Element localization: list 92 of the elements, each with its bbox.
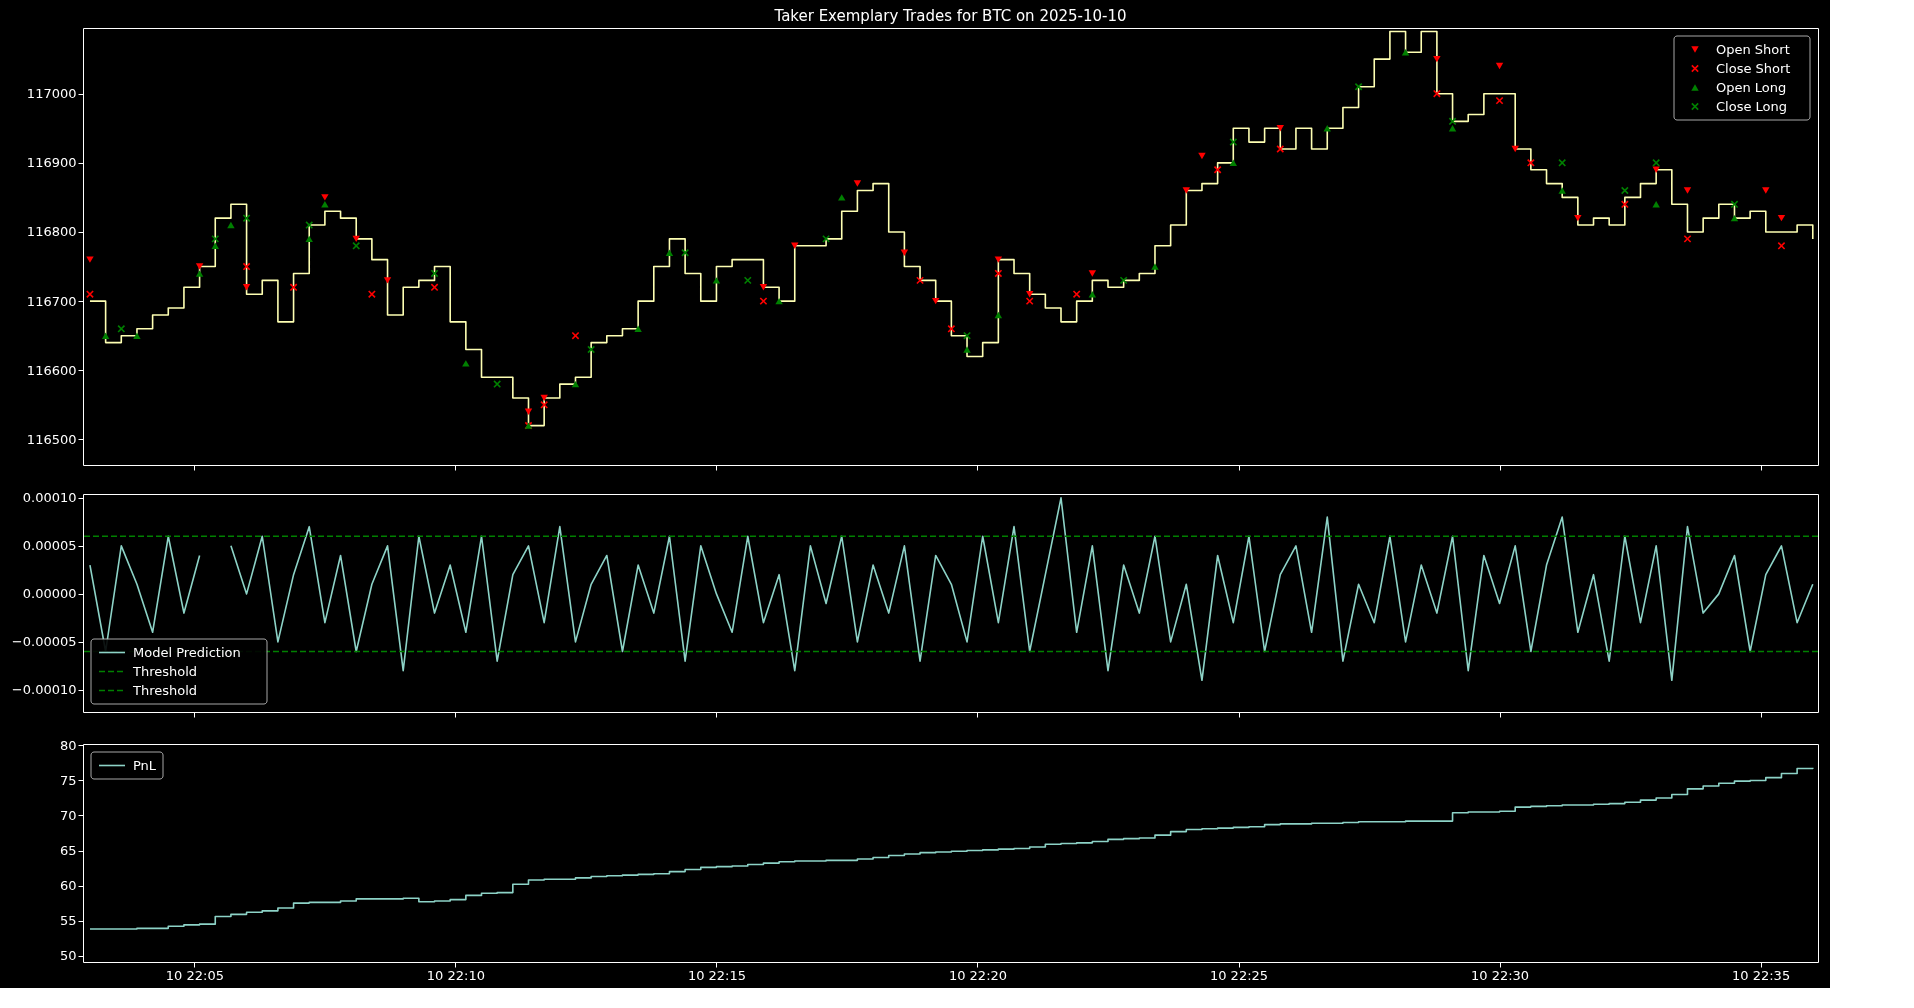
point <box>1088 291 1097 298</box>
point <box>1088 270 1097 277</box>
y-tick-label: 116700 <box>26 293 77 309</box>
point <box>1574 214 1582 222</box>
point <box>1072 290 1081 299</box>
y-tick-label: 116900 <box>26 155 77 171</box>
y-tick-label: 117000 <box>26 86 77 102</box>
y-tick-label: 116600 <box>26 362 77 378</box>
y-tick-label: 0.00000 <box>22 586 77 602</box>
y-tick-label: 116500 <box>26 431 77 447</box>
point <box>242 262 251 271</box>
point <box>1558 158 1567 167</box>
point <box>367 290 376 299</box>
legend-label: Close Long <box>1716 98 1788 114</box>
point <box>430 269 439 278</box>
y-tick-label: 116800 <box>26 224 77 240</box>
point <box>759 284 768 291</box>
y-tick-label: 75 <box>59 772 77 788</box>
point <box>86 256 94 263</box>
point <box>1511 145 1519 153</box>
point <box>321 201 329 208</box>
point <box>822 234 831 243</box>
y-tick-label: −0.00005 <box>11 634 77 650</box>
point <box>117 324 126 333</box>
point <box>1762 187 1770 194</box>
point <box>1652 158 1661 167</box>
chart-title: Taker Exemplary Trades for BTC on 2025-10-10 <box>773 7 1127 25</box>
point <box>1777 214 1786 222</box>
y-tick-label: 65 <box>59 843 77 859</box>
y-tick-label: 70 <box>59 808 77 823</box>
point <box>133 332 141 339</box>
point <box>1652 201 1660 208</box>
point <box>540 400 549 409</box>
y-tick-label: 0.00010 <box>22 490 77 506</box>
point <box>1683 187 1692 194</box>
point <box>994 269 1003 278</box>
point <box>994 311 1003 319</box>
x-tick-label: 10 22:15 <box>687 967 747 983</box>
legend-label: Open Short <box>1716 41 1790 57</box>
point <box>1526 158 1535 167</box>
y-tick-label: 60 <box>59 878 77 894</box>
point <box>1229 159 1237 167</box>
legend-label: Close Short <box>1716 60 1791 76</box>
point <box>932 297 940 305</box>
point <box>1025 291 1034 298</box>
point <box>493 380 502 389</box>
y-tick-label: 55 <box>59 913 77 929</box>
point <box>540 394 548 402</box>
point <box>1448 117 1457 126</box>
point <box>1433 55 1441 63</box>
y-tick-label: −0.00010 <box>11 682 77 698</box>
point <box>1276 125 1284 132</box>
legend-label: Open Long <box>1716 79 1787 95</box>
point <box>1119 276 1128 285</box>
point <box>1495 96 1504 105</box>
legend-label: Threshold <box>132 663 198 679</box>
point <box>352 241 361 250</box>
point <box>1151 263 1159 270</box>
legend-label: Threshold <box>132 682 198 698</box>
point <box>994 256 1003 263</box>
x-tick-label: 10 22:10 <box>426 967 485 983</box>
point <box>383 277 392 284</box>
y-tick-label: 0.00005 <box>22 538 77 554</box>
point <box>963 346 971 353</box>
legend-label: PnL <box>133 757 157 773</box>
point <box>571 380 580 388</box>
point <box>101 332 110 339</box>
y-tick-label: 50 <box>59 948 77 964</box>
point <box>211 242 219 250</box>
y-tick-label: 80 <box>59 737 77 753</box>
x-tick-label: 10 22:35 <box>1732 967 1791 983</box>
point <box>853 180 862 187</box>
point <box>195 270 204 277</box>
point <box>838 194 846 201</box>
point <box>665 249 674 256</box>
x-tick-label: 10 22:25 <box>1209 967 1269 983</box>
x-tick-label: 10 22:05 <box>165 967 224 983</box>
point <box>1495 62 1504 70</box>
x-tick-label: 10 22:20 <box>948 967 1008 983</box>
point <box>1558 187 1566 194</box>
point <box>305 235 313 243</box>
point <box>321 194 329 201</box>
point <box>1182 187 1191 194</box>
point <box>195 263 204 270</box>
point <box>462 360 470 367</box>
point <box>634 325 642 332</box>
x-tick-label: 10 22:30 <box>1470 967 1530 983</box>
point <box>1213 165 1222 174</box>
legend-label: Model Prediction <box>133 644 241 660</box>
point <box>1730 214 1739 222</box>
point <box>712 277 721 284</box>
point <box>242 284 251 291</box>
